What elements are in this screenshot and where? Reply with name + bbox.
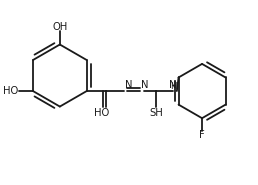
Text: HO: HO: [94, 108, 109, 118]
Text: SH: SH: [150, 108, 163, 118]
Text: N: N: [125, 80, 132, 90]
Text: N: N: [169, 80, 177, 90]
Text: F: F: [199, 130, 205, 140]
Text: N: N: [141, 80, 149, 90]
Text: HO: HO: [3, 86, 18, 96]
Text: OH: OH: [52, 22, 68, 32]
Text: H: H: [170, 82, 176, 91]
